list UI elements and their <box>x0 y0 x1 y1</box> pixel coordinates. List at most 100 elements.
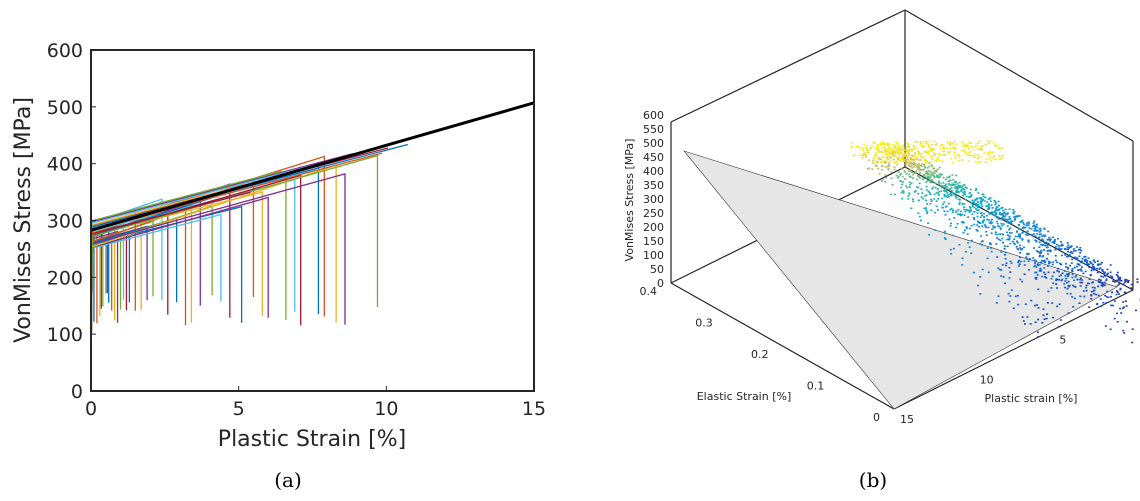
scatter-point <box>994 202 997 204</box>
scatter-point <box>890 171 893 173</box>
scatter-point <box>998 147 1001 149</box>
scatter-point <box>885 143 888 145</box>
scatter-point <box>944 185 947 187</box>
scatter-point <box>1033 247 1035 249</box>
scatter-point <box>970 154 973 157</box>
scatter-point <box>881 143 883 146</box>
scatter-point <box>936 157 939 159</box>
scatter-point <box>916 141 919 143</box>
scatter-point <box>929 174 932 177</box>
z-tick-label: 450 <box>643 151 664 164</box>
scatter-point <box>1014 215 1017 218</box>
scatter-point <box>920 165 923 167</box>
scatter-point <box>1043 227 1046 230</box>
scatter-point <box>920 196 923 198</box>
scatter-point <box>1055 243 1058 246</box>
scatter-point <box>984 224 987 227</box>
scatter-point <box>954 184 957 186</box>
scatter-point <box>942 176 945 179</box>
scatter-point <box>914 156 917 158</box>
scatter-point <box>939 154 942 156</box>
scatter-point <box>962 143 965 145</box>
scatter-point <box>1061 243 1063 246</box>
scatter-point <box>1036 232 1039 235</box>
scatter-point <box>913 172 916 174</box>
scatter-point <box>997 295 1000 297</box>
scatter-point <box>1082 290 1085 292</box>
scatter-point <box>861 147 864 149</box>
scatter-point <box>1070 262 1073 264</box>
scatter-point <box>1011 220 1014 223</box>
scatter-point <box>883 146 886 149</box>
scatter-point <box>938 176 941 178</box>
scatter-point <box>956 223 959 225</box>
scatter-point <box>970 195 973 197</box>
scatter-point <box>1089 260 1092 263</box>
scatter-point <box>992 214 995 216</box>
scatter-point <box>1028 222 1031 224</box>
scatter-point <box>875 152 878 154</box>
scatter-point <box>898 171 900 174</box>
scatter-point <box>949 225 952 227</box>
scatter-point <box>1055 283 1058 285</box>
scatter-point <box>1080 260 1083 263</box>
scatter-point <box>915 186 918 188</box>
scatter-point <box>1018 235 1021 238</box>
scatter-point <box>973 223 976 226</box>
scatter-point <box>1037 288 1040 291</box>
scatter-point <box>879 158 882 161</box>
scatter-point <box>1039 267 1042 270</box>
y-tick-label: 0 <box>71 381 83 403</box>
scatter-point <box>1053 240 1056 242</box>
scatter-point <box>993 211 996 213</box>
x-tick-label: 15 <box>900 413 914 426</box>
scatter-point <box>946 210 949 213</box>
scatter-point <box>908 144 911 147</box>
scatter-point <box>954 180 957 183</box>
scatter-point <box>927 150 930 152</box>
scatter-point <box>994 203 997 206</box>
scatter-point <box>958 201 961 204</box>
scatter-point <box>915 158 918 160</box>
scatter-point <box>901 197 903 200</box>
scatter-point <box>918 168 921 170</box>
scatter-point <box>911 198 914 201</box>
scatter-point <box>923 141 925 143</box>
scatter-point <box>952 161 955 164</box>
scatter-point <box>1057 271 1060 273</box>
scatter-point <box>942 189 945 192</box>
scatter-point <box>1015 246 1018 248</box>
scatter-point <box>940 185 943 187</box>
scatter-point <box>929 202 932 205</box>
scatter-point <box>1098 278 1100 281</box>
scatter-point <box>879 151 881 153</box>
scatter-point <box>880 169 883 171</box>
scatter-point <box>976 142 979 145</box>
scatter-point <box>986 247 989 249</box>
scatter-point <box>971 204 974 206</box>
scatter-point <box>888 156 891 158</box>
scatter-point <box>918 169 921 172</box>
scatter-point <box>1067 255 1070 258</box>
scatter-point <box>988 154 991 157</box>
scatter-point <box>1054 248 1057 251</box>
scatter-point <box>1067 246 1070 249</box>
scatter-point <box>1010 223 1013 225</box>
scatter-point <box>920 152 923 155</box>
scatter-point <box>990 250 993 253</box>
scatter-point <box>1067 285 1070 287</box>
scatter-point <box>991 221 994 224</box>
scatter-point <box>922 177 925 180</box>
scatter-point <box>886 158 889 161</box>
scatter-point <box>1057 237 1059 240</box>
scatter-point <box>921 163 924 165</box>
scatter-point <box>1073 285 1076 288</box>
scatter-point <box>895 148 898 151</box>
scatter-point <box>921 192 924 194</box>
scatter-point <box>955 196 958 199</box>
scatter-point <box>969 206 972 209</box>
scatter-point <box>1085 261 1088 264</box>
scatter-point <box>1054 254 1057 257</box>
scatter-point <box>1104 294 1107 297</box>
scatter-point <box>1076 263 1079 265</box>
